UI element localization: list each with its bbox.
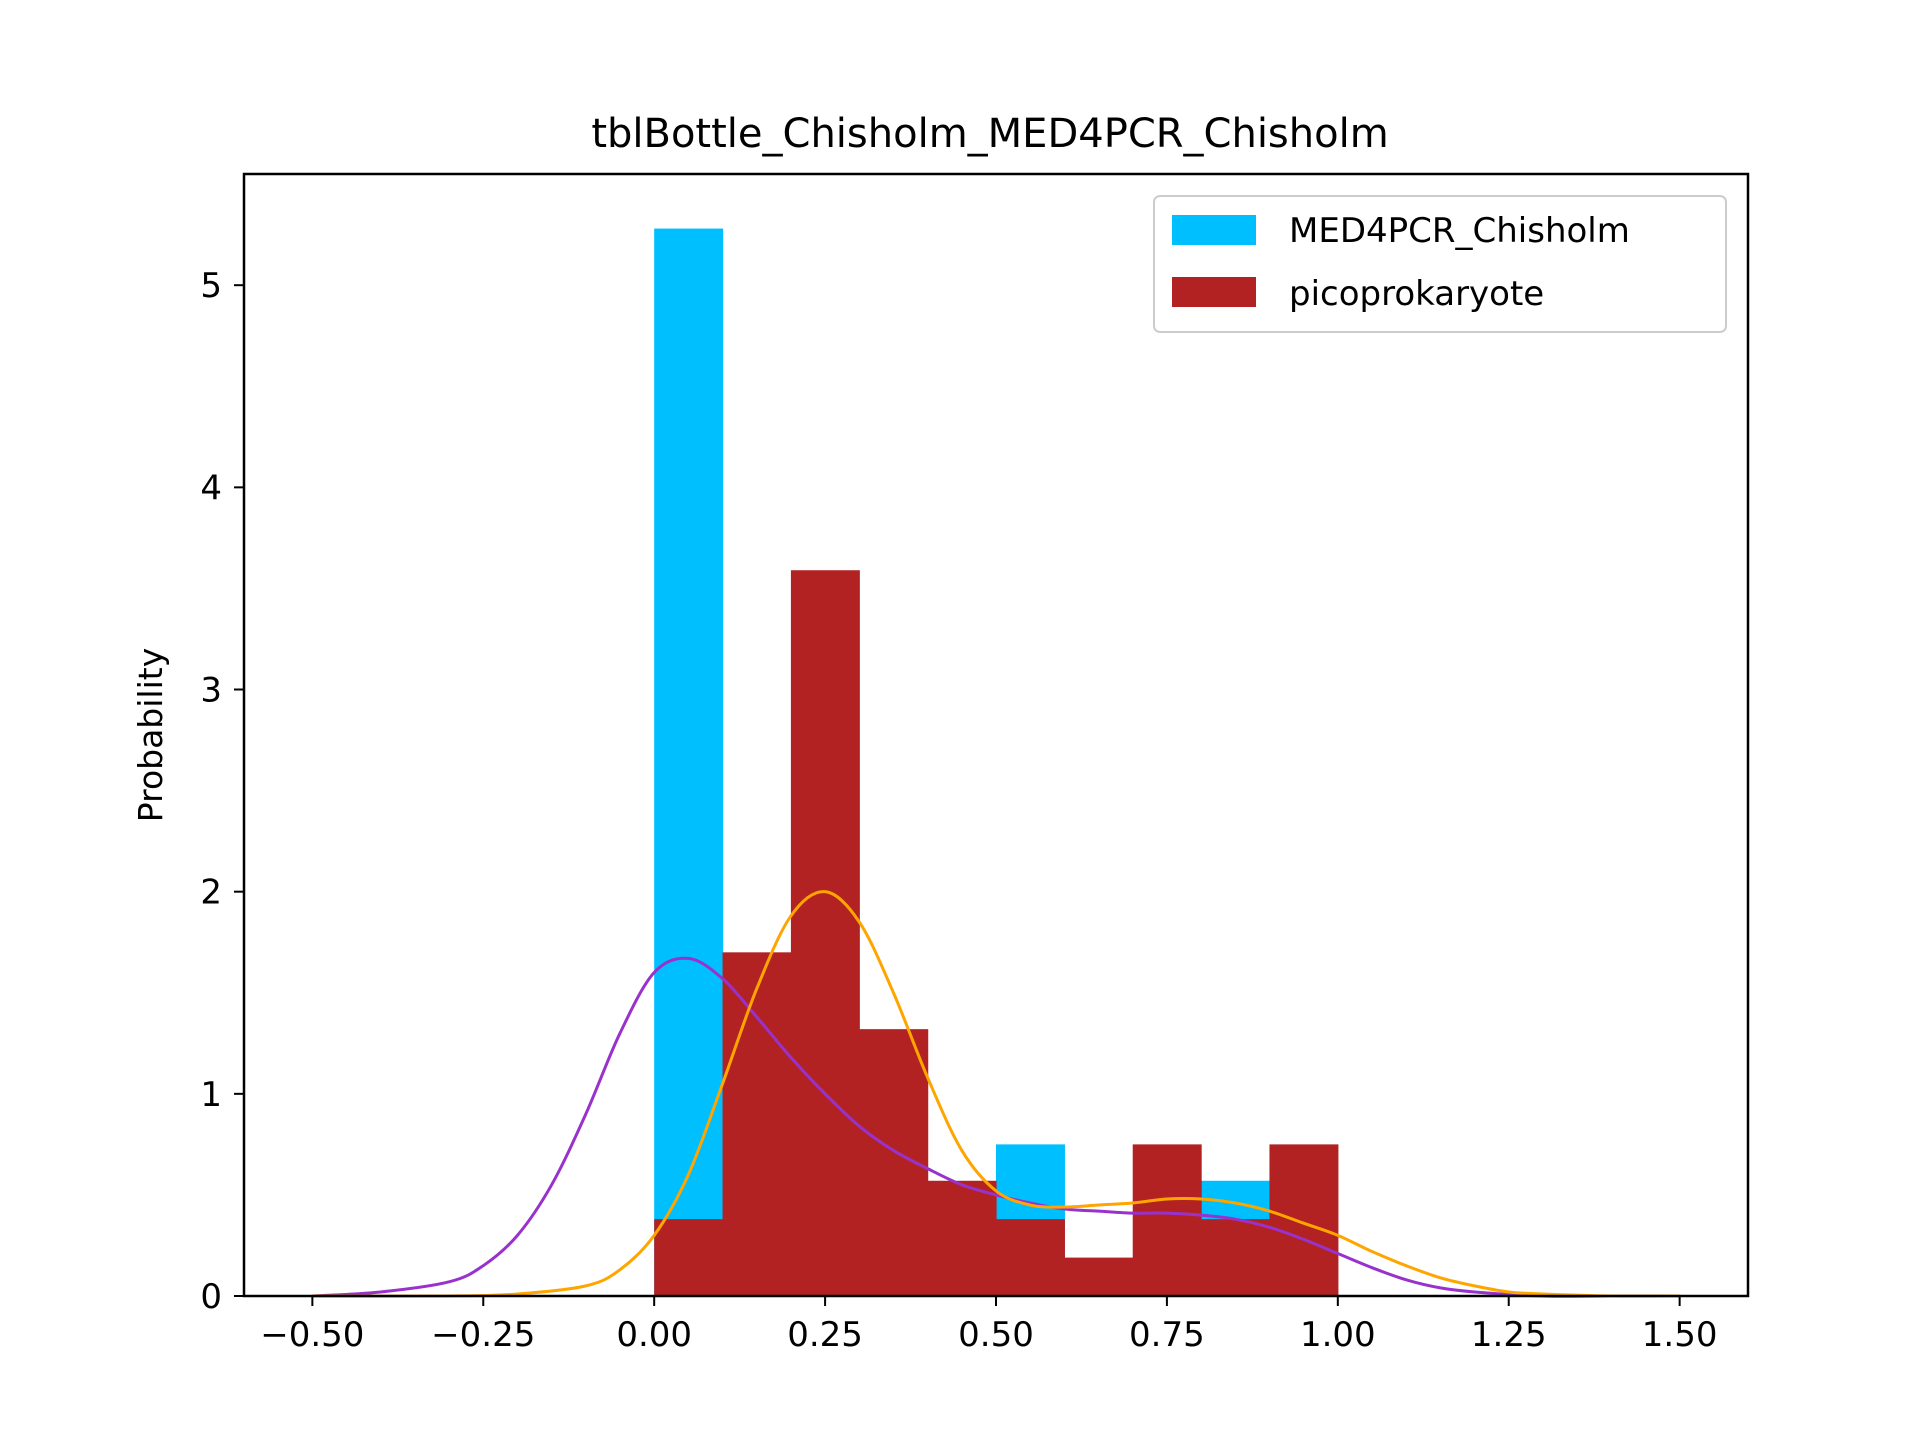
y-axis-label: Probability (131, 648, 170, 822)
y-tick-label: 4 (200, 468, 222, 508)
bar-series1-bin1 (722, 952, 792, 1296)
y-tick-label: 0 (200, 1277, 222, 1317)
y-axis: 0 1 2 3 4 5 (200, 266, 244, 1317)
bar-series1-bin9 (1269, 1144, 1339, 1296)
y-tick-label: 5 (200, 266, 222, 306)
x-tick-label: 0.50 (958, 1315, 1034, 1355)
y-tick-label: 2 (200, 873, 222, 913)
density-curve-0 (312, 956, 1680, 1298)
x-tick-label: 1.50 (1642, 1315, 1718, 1355)
legend-swatch-med4pcr (1172, 215, 1256, 245)
x-tick-label: −0.25 (431, 1315, 535, 1355)
bar-series0-bin0 (654, 228, 724, 1297)
bar-series1-bin5 (996, 1219, 1065, 1296)
x-tick-label: −0.50 (260, 1315, 364, 1355)
legend: MED4PCR_Chisholm picoprokaryote (1153, 195, 1727, 333)
x-tick-label: 0.25 (787, 1315, 863, 1355)
plot-area (312, 228, 1680, 1298)
y-tick-label: 3 (200, 671, 222, 711)
y-tick-label: 1 (200, 1075, 222, 1115)
legend-label-picoprokaryote: picoprokaryote (1289, 274, 1544, 314)
x-tick-label: 0.75 (1129, 1315, 1205, 1355)
bar-series1-bin2 (790, 570, 860, 1296)
legend-frame (1153, 195, 1727, 333)
chart-title: tblBottle_Chisholm_MED4PCR_Chisholm (591, 111, 1388, 157)
legend-swatch-picoprokaryote (1172, 277, 1256, 307)
x-tick-label: 1.00 (1300, 1315, 1376, 1355)
bar-series1-bin8 (1201, 1219, 1271, 1296)
x-axis: −0.50 −0.25 0.00 0.25 0.50 0.75 1.00 1.25 1.50 (260, 1296, 1717, 1355)
legend-label-med4pcr: MED4PCR_Chisholm (1289, 211, 1630, 251)
bar-series1-bin6 (1064, 1257, 1134, 1296)
x-tick-label: 0.00 (616, 1315, 692, 1355)
bar-series1-bin7 (1132, 1144, 1202, 1296)
bar-series1-bin4 (927, 1180, 997, 1296)
axes-frame (242, 172, 1750, 1298)
x-tick-label: 1.25 (1471, 1315, 1547, 1355)
density-curve-1 (312, 890, 1680, 1298)
bar-series1-bin0 (654, 1219, 724, 1296)
